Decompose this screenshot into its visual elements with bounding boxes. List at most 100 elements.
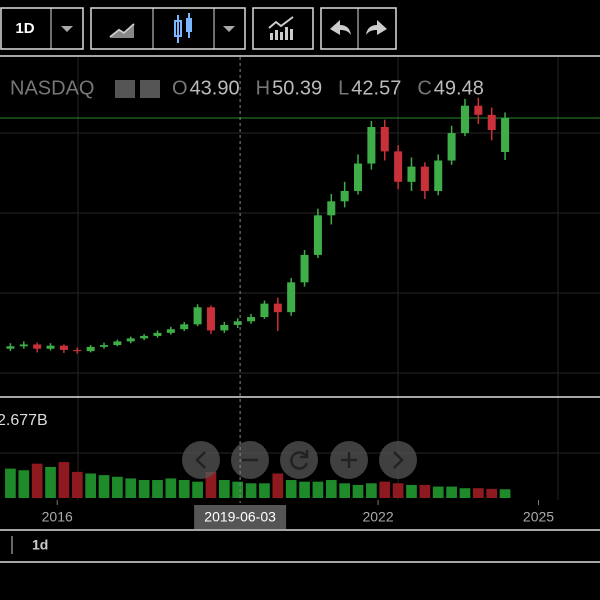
volume-bar bbox=[138, 480, 150, 498]
volume-bar bbox=[112, 476, 123, 498]
volume-bar bbox=[125, 478, 137, 498]
volume-bar bbox=[205, 471, 217, 498]
zoom-in-button[interactable] bbox=[330, 441, 368, 479]
chart-type-group[interactable] bbox=[90, 7, 246, 50]
volume-bar bbox=[419, 484, 431, 498]
volume-bar bbox=[272, 473, 284, 498]
candle-body bbox=[487, 114, 496, 131]
candle-body bbox=[300, 254, 309, 283]
ohlc-key: H bbox=[256, 77, 270, 99]
ohlc-value: 43.90 bbox=[190, 77, 240, 99]
candle-body bbox=[420, 166, 429, 191]
candle-body bbox=[434, 160, 443, 191]
plot: 2016 2022 2025 bbox=[0, 97, 600, 525]
volume-label: 2.677B bbox=[0, 412, 48, 429]
indicators-icon bbox=[270, 27, 293, 40]
volume-bar bbox=[406, 484, 417, 498]
candle-body bbox=[86, 346, 95, 352]
scroll-left-button[interactable] bbox=[182, 441, 220, 479]
line-chart-icon bbox=[110, 25, 134, 38]
line-chart-icon bbox=[109, 23, 135, 38]
candle-body bbox=[140, 335, 149, 339]
candle-body bbox=[447, 133, 456, 161]
ohlc-key: O bbox=[172, 77, 188, 99]
volume-bar bbox=[325, 480, 337, 498]
zoom-controls bbox=[182, 441, 417, 479]
candle-icon bbox=[174, 13, 192, 43]
candle-body bbox=[407, 166, 416, 182]
volume-bar bbox=[299, 481, 310, 498]
ohlc-key: C bbox=[417, 77, 431, 99]
volume-bar bbox=[152, 480, 163, 498]
volume-bar bbox=[192, 481, 203, 498]
candle-body bbox=[287, 282, 296, 313]
candle-body bbox=[313, 215, 322, 255]
reset-button[interactable] bbox=[280, 441, 318, 479]
candle-body bbox=[46, 345, 55, 349]
candle-body bbox=[367, 127, 376, 164]
zoom-out-button[interactable] bbox=[231, 441, 269, 479]
candle-body bbox=[220, 324, 229, 331]
scroll-right-button[interactable] bbox=[379, 441, 417, 479]
volume-bar bbox=[85, 473, 96, 498]
indicators-button[interactable] bbox=[252, 7, 314, 50]
interval-label: 1D bbox=[15, 20, 34, 37]
settings-icon[interactable] bbox=[140, 80, 160, 98]
grid bbox=[0, 57, 600, 500]
volume-bar bbox=[432, 486, 444, 498]
volume-bar bbox=[45, 466, 56, 498]
dropdown-arrow bbox=[61, 26, 73, 32]
candle-body bbox=[153, 332, 162, 336]
candle-body bbox=[100, 345, 109, 347]
x-tick-label: 2022 bbox=[362, 509, 393, 525]
ohlc-value: 50.39 bbox=[272, 77, 322, 99]
footer-interval[interactable]: 1d bbox=[32, 537, 48, 553]
candle-body bbox=[166, 329, 175, 333]
ohlc-key: L bbox=[338, 77, 349, 99]
visibility-icon[interactable] bbox=[115, 80, 135, 98]
candle-body bbox=[59, 345, 68, 350]
volume-bar bbox=[245, 483, 257, 498]
volume-bar bbox=[285, 480, 297, 498]
volume-bar bbox=[379, 481, 391, 498]
candle-body bbox=[247, 317, 256, 322]
candle-body bbox=[460, 105, 469, 134]
candle-body bbox=[354, 163, 363, 191]
volume-bar bbox=[472, 488, 484, 498]
candle-body bbox=[233, 321, 242, 325]
candle-body bbox=[260, 303, 269, 318]
volume-bar bbox=[5, 468, 16, 498]
candle-body bbox=[33, 344, 42, 349]
volume-bar bbox=[18, 470, 30, 498]
candle-body bbox=[206, 307, 215, 331]
x-tick-label: 2025 bbox=[523, 509, 554, 525]
volume-bar bbox=[366, 483, 377, 498]
candle-body bbox=[6, 346, 15, 349]
volume-bar bbox=[178, 480, 190, 498]
redo-icon[interactable] bbox=[366, 20, 387, 35]
volume-bar bbox=[486, 488, 498, 498]
crosshair-label: 2019-06-03 bbox=[204, 509, 276, 525]
volume-bar bbox=[339, 483, 350, 498]
crosshair-label-box bbox=[194, 505, 287, 529]
candle-body bbox=[126, 338, 135, 342]
volume-bar bbox=[459, 488, 471, 498]
volume-bar bbox=[71, 471, 83, 498]
volume-bar bbox=[31, 463, 43, 498]
volume-bar bbox=[259, 483, 270, 498]
volume-bar bbox=[98, 475, 110, 498]
dropdown-arrow bbox=[223, 26, 235, 32]
candle-body bbox=[327, 201, 336, 216]
volume-bar bbox=[499, 489, 511, 498]
candle-body bbox=[273, 303, 282, 313]
candle-body bbox=[380, 127, 389, 152]
undo-icon[interactable] bbox=[330, 20, 351, 35]
volume-bar bbox=[232, 481, 244, 498]
candle-body bbox=[19, 344, 28, 347]
interval-button[interactable] bbox=[0, 7, 84, 50]
x-tick-label: 2016 bbox=[42, 509, 73, 525]
volume-bar bbox=[392, 483, 404, 498]
candle-body bbox=[501, 117, 510, 152]
volume-bar bbox=[312, 481, 324, 498]
